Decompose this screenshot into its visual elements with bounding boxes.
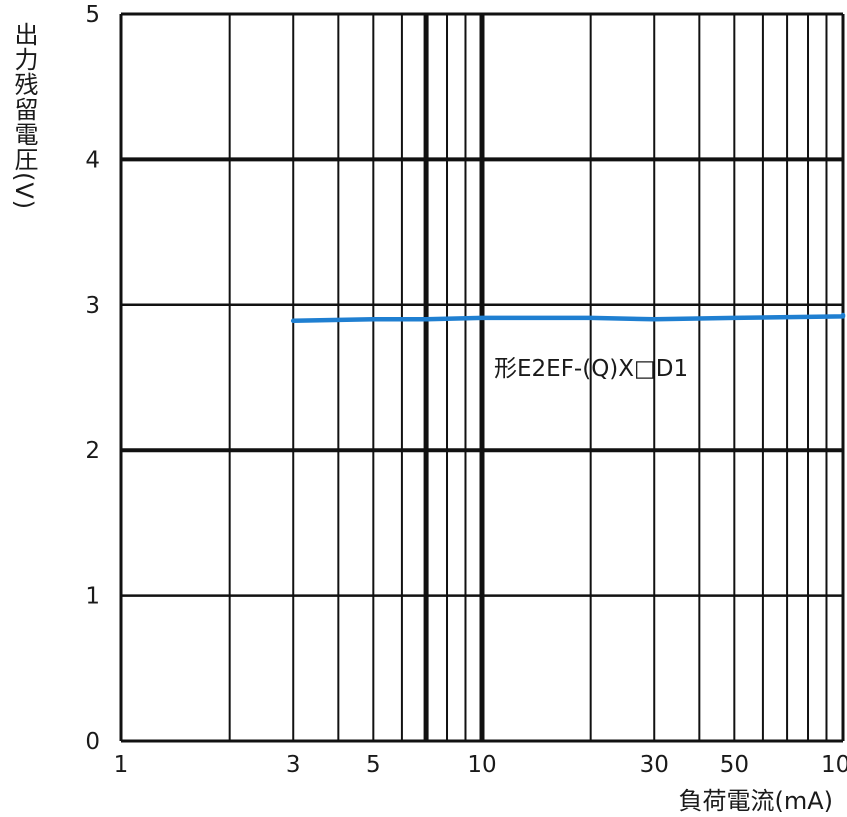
y-tick-label: 0 <box>85 729 100 755</box>
tick-labels: 135103050100012345 <box>85 2 847 778</box>
x-tick-label: 100 <box>821 752 847 778</box>
x-tick-label: 10 <box>467 752 496 778</box>
y-tick-label: 2 <box>85 438 100 464</box>
series-layer: 形E2EF-(Q)X□D1 <box>290 312 846 382</box>
x-tick-label: 1 <box>114 752 129 778</box>
x-axis-label: 負荷電流(mA) <box>678 787 833 815</box>
x-tick-label: 50 <box>720 752 749 778</box>
grid <box>119 12 845 743</box>
y-tick-label: 4 <box>85 147 100 173</box>
series-line <box>290 312 846 324</box>
y-tick-label: 5 <box>85 2 100 28</box>
y-tick-label: 3 <box>85 293 100 319</box>
series-label: 形E2EF-(Q)X□D1 <box>494 356 688 382</box>
x-tick-label: 3 <box>286 752 301 778</box>
y-axis-label: 出力残留電圧(V) <box>10 22 38 211</box>
x-tick-label: 5 <box>366 752 381 778</box>
x-tick-label: 30 <box>640 752 669 778</box>
y-tick-label: 1 <box>85 584 100 610</box>
